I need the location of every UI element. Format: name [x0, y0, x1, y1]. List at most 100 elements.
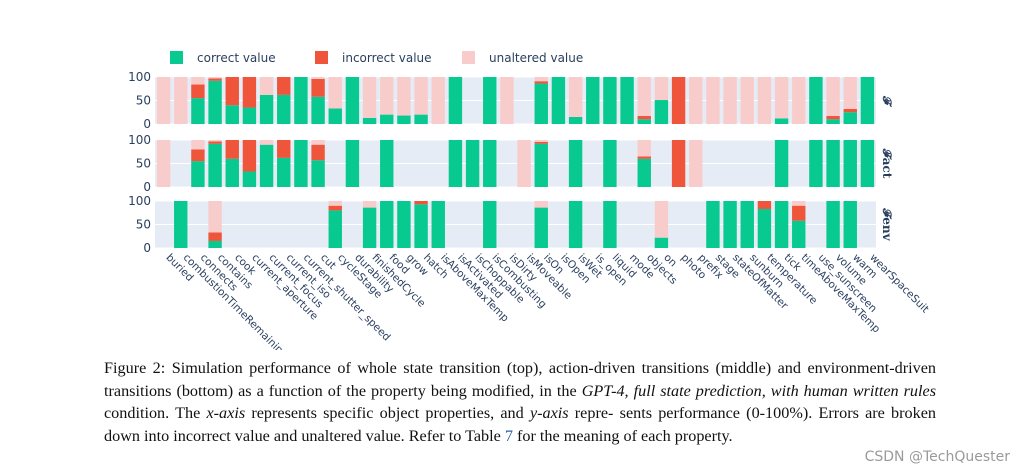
bar-segment-correct[interactable] — [294, 140, 308, 187]
bar-segment-correct[interactable] — [603, 201, 617, 248]
bar-segment-correct[interactable] — [208, 80, 222, 124]
bar-segment-correct[interactable] — [809, 77, 823, 124]
bar-segment-unaltered[interactable] — [774, 77, 789, 119]
bar-segment-unaltered[interactable] — [689, 140, 703, 187]
bar-segment-correct[interactable] — [380, 114, 394, 124]
bar-segment-incorrect[interactable] — [311, 78, 325, 97]
bar-segment-correct[interactable] — [568, 201, 583, 248]
bar-segment-unaltered[interactable] — [156, 140, 171, 187]
table-reference-link[interactable]: 7 — [504, 426, 513, 445]
bar-segment-unaltered[interactable] — [843, 77, 857, 109]
bar-segment-correct[interactable] — [259, 94, 274, 124]
bar-segment-unaltered[interactable] — [740, 77, 754, 124]
bar-segment-unaltered[interactable] — [757, 77, 772, 124]
bar-segment-correct[interactable] — [345, 77, 360, 124]
bar-segment-unaltered[interactable] — [362, 77, 377, 118]
bar-segment-correct[interactable] — [431, 201, 445, 248]
bar-segment-correct[interactable] — [362, 207, 377, 248]
bar-segment-correct[interactable] — [380, 140, 394, 187]
bar-segment-correct[interactable] — [465, 140, 480, 187]
bar-segment-incorrect[interactable] — [225, 77, 239, 106]
bar-segment-correct[interactable] — [414, 114, 428, 124]
bar-segment-correct[interactable] — [809, 140, 823, 187]
bar-segment-correct[interactable] — [826, 119, 840, 124]
bar-segment-correct[interactable] — [534, 207, 548, 248]
bar-segment-incorrect[interactable] — [637, 116, 651, 120]
bar-segment-correct[interactable] — [191, 98, 205, 124]
bar-segment-incorrect[interactable] — [191, 84, 205, 99]
bar-segment-incorrect[interactable] — [208, 78, 222, 81]
bar-segment-correct[interactable] — [757, 208, 772, 248]
bar-segment-correct[interactable] — [551, 77, 566, 124]
bar-segment-incorrect[interactable] — [277, 77, 291, 95]
bar-segment-correct[interactable] — [259, 144, 274, 187]
bar-segment-unaltered[interactable] — [792, 201, 806, 206]
legend-entry[interactable]: incorrect value — [315, 51, 432, 65]
bar-segment-correct[interactable] — [277, 157, 291, 187]
bar-segment-correct[interactable] — [774, 118, 789, 124]
bar-segment-unaltered[interactable] — [431, 77, 445, 124]
bar-segment-correct[interactable] — [483, 77, 497, 124]
bar-segment-incorrect[interactable] — [792, 205, 806, 221]
bar-segment-incorrect[interactable] — [311, 144, 325, 161]
bar-segment-unaltered[interactable] — [534, 140, 548, 142]
bar-segment-correct[interactable] — [774, 201, 789, 248]
bar-segment-correct[interactable] — [620, 77, 634, 124]
bar-segment-unaltered[interactable] — [654, 201, 669, 238]
bar-segment-correct[interactable] — [860, 77, 875, 124]
bar-segment-correct[interactable] — [826, 140, 840, 187]
bar-segment-unaltered[interactable] — [500, 77, 514, 124]
bar-segment-correct[interactable] — [792, 220, 806, 248]
bar-segment-correct[interactable] — [225, 105, 239, 124]
bar-segment-correct[interactable] — [311, 160, 325, 187]
bar-segment-unaltered[interactable] — [534, 201, 548, 208]
bar-segment-correct[interactable] — [380, 201, 394, 248]
bar-segment-correct[interactable] — [603, 140, 617, 187]
bar-segment-unaltered[interactable] — [208, 140, 222, 142]
bar-segment-correct[interactable] — [208, 240, 222, 248]
bar-segment-incorrect[interactable] — [242, 140, 257, 172]
bar-segment-incorrect[interactable] — [208, 141, 222, 144]
bar-segment-incorrect[interactable] — [534, 141, 548, 144]
bar-segment-unaltered[interactable] — [637, 77, 651, 117]
bar-segment-correct[interactable] — [174, 201, 188, 248]
bar-segment-unaltered[interactable] — [380, 77, 394, 115]
bar-segment-correct[interactable] — [826, 201, 840, 248]
bar-segment-incorrect[interactable] — [225, 140, 239, 159]
bar-segment-correct[interactable] — [483, 201, 497, 248]
bar-segment-incorrect[interactable] — [826, 116, 840, 120]
bar-segment-unaltered[interactable] — [414, 77, 428, 115]
bar-segment-correct[interactable] — [568, 140, 583, 187]
bar-segment-unaltered[interactable] — [534, 77, 548, 82]
legend-entry[interactable]: correct value — [170, 51, 276, 65]
bar-segment-correct[interactable] — [225, 158, 239, 187]
bar-segment-unaltered[interactable] — [191, 77, 205, 85]
bar-segment-correct[interactable] — [706, 201, 720, 248]
bar-segment-correct[interactable] — [843, 201, 857, 248]
bar-segment-correct[interactable] — [448, 77, 463, 124]
bar-segment-unaltered[interactable] — [328, 77, 342, 109]
bar-segment-correct[interactable] — [534, 143, 548, 187]
bar-segment-unaltered[interactable] — [259, 77, 274, 95]
bar-segment-correct[interactable] — [448, 140, 463, 187]
bar-segment-unaltered[interactable] — [259, 140, 274, 145]
bar-segment-unaltered[interactable] — [362, 201, 377, 208]
bar-segment-unaltered[interactable] — [826, 77, 840, 117]
bar-segment-unaltered[interactable] — [328, 201, 342, 206]
bar-segment-incorrect[interactable] — [671, 140, 686, 187]
bar-segment-unaltered[interactable] — [311, 140, 325, 145]
bar-segment-unaltered[interactable] — [723, 77, 737, 124]
bar-segment-correct[interactable] — [568, 116, 583, 124]
bar-segment-correct[interactable] — [740, 201, 754, 248]
bar-segment-incorrect[interactable] — [191, 149, 205, 162]
bar-segment-correct[interactable] — [843, 140, 857, 187]
legend-entry[interactable]: unaltered value — [462, 51, 583, 65]
bar-segment-correct[interactable] — [483, 140, 497, 187]
bar-segment-incorrect[interactable] — [277, 140, 291, 158]
bar-segment-incorrect[interactable] — [208, 232, 222, 241]
bar-segment-unaltered[interactable] — [689, 77, 703, 124]
bar-segment-correct[interactable] — [191, 161, 205, 187]
bar-segment-correct[interactable] — [723, 201, 737, 248]
bar-segment-correct[interactable] — [603, 77, 617, 124]
bar-segment-correct[interactable] — [637, 119, 651, 124]
